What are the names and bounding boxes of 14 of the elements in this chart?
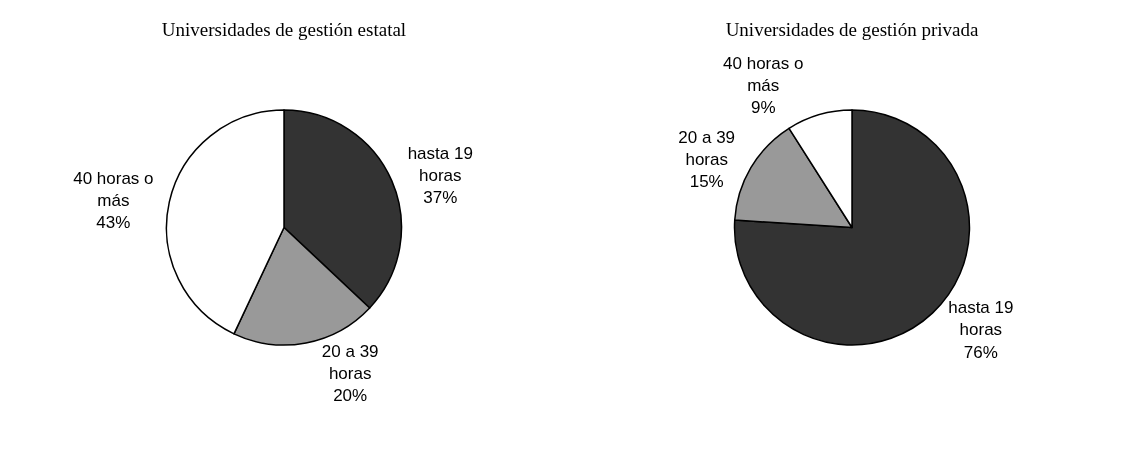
slice-label: 20 a 39 horas (678, 127, 736, 169)
data-label: 37% (423, 188, 458, 208)
data-label: 76% (963, 342, 998, 362)
slice-label: 40 horas o más (73, 168, 154, 210)
slice-label: hasta 19 horas (948, 298, 1014, 340)
slice-label: 40 horas o más (723, 53, 804, 96)
slice-label: 20 a 39 horas (321, 341, 379, 383)
chart-title: Universidades de gestión estatal (161, 19, 407, 41)
data-label: 20% (333, 386, 368, 406)
data-label: 9% (750, 98, 776, 118)
data-label: 15% (689, 172, 724, 192)
slice-label: hasta 19 horas (407, 144, 473, 186)
chart-title: Universidades de gestión privada (725, 19, 979, 41)
data-label: 43% (96, 212, 131, 232)
